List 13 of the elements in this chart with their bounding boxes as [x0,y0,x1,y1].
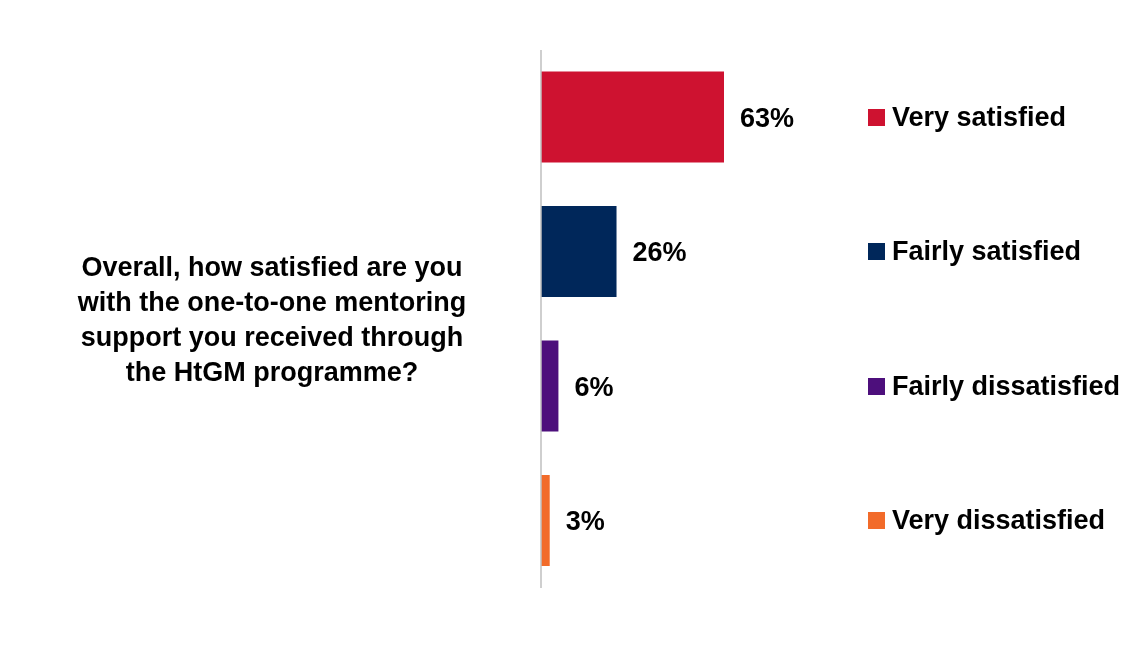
y-tick-label: Fairly satisfied [892,235,1082,269]
data-label: 3% [565,506,605,537]
data-label: 6% [574,371,614,402]
y-tick-label: Very satisfied [892,100,1067,134]
y-tick-label: Fairly dissatisfied [892,369,1121,403]
bar [541,475,550,567]
bar [541,340,559,432]
data-label: 26% [632,237,687,268]
y-tick-label: Very dissatisfied [892,504,1106,538]
bar [541,206,617,298]
bar [541,71,724,163]
data-label: 63% [740,102,795,133]
y-axis-title: Overall, how satisfied are you with the one-to-one mentoring support you received through the HtGM programme? [76,251,467,387]
